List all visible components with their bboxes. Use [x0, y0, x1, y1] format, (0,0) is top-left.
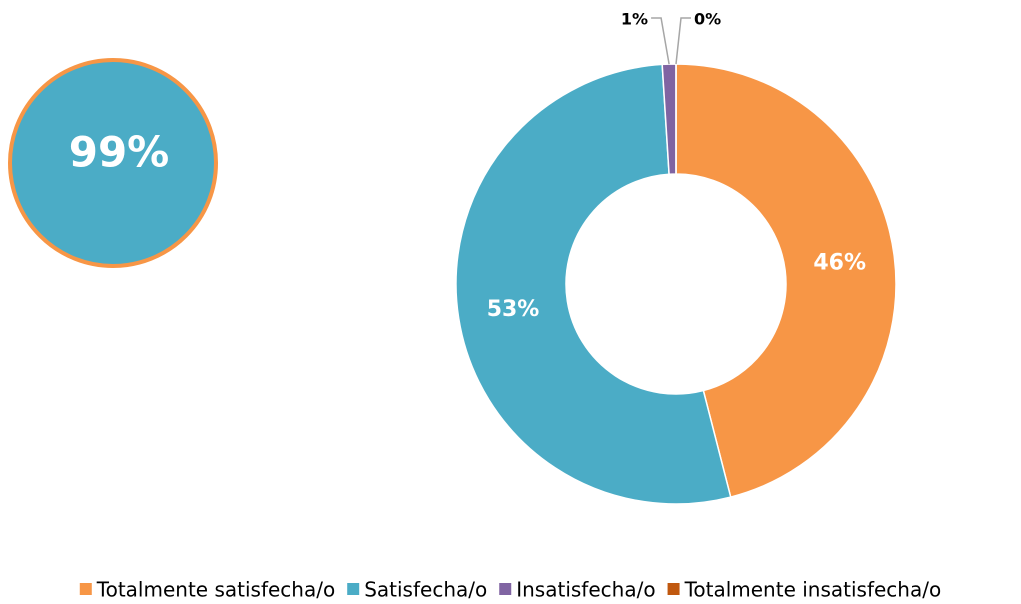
legend-swatch — [79, 583, 92, 595]
slice — [455, 63, 732, 505]
annotation: 99% — [69, 128, 170, 177]
legend-swatch — [347, 583, 360, 595]
legend-label: Satisfecha/o — [364, 578, 487, 602]
leader-line — [651, 17, 670, 65]
legend-label: Totalmente insatisfecha/o — [684, 578, 942, 602]
legend-label: Totalmente satisfecha/o — [96, 578, 335, 602]
legend-swatch — [667, 583, 680, 595]
data-label: 53% — [487, 297, 540, 322]
data-label: 1% — [621, 10, 648, 29]
leader-line — [675, 17, 691, 65]
legend-swatch — [499, 583, 512, 595]
data-label: 0% — [694, 10, 721, 29]
badge — [8, 58, 218, 268]
slice — [675, 63, 897, 499]
data-label: 46% — [813, 250, 866, 275]
legend-label: Insatisfecha/o — [516, 578, 655, 602]
